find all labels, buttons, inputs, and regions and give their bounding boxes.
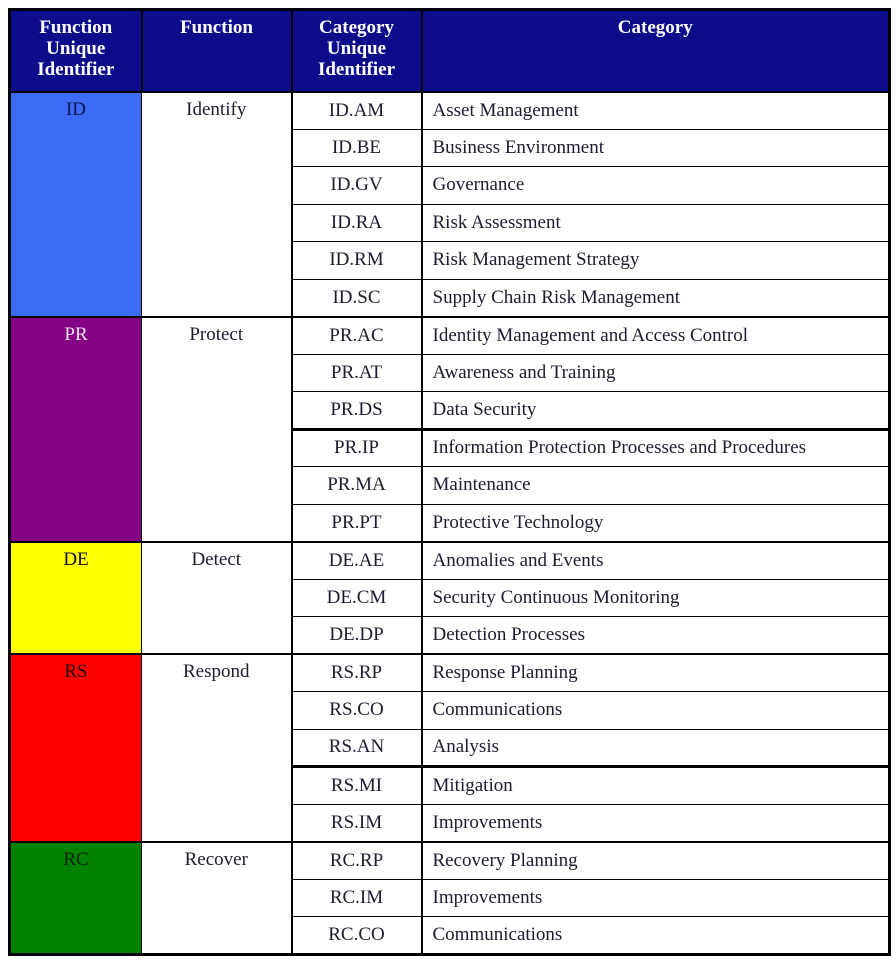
table-row: RS.IM Improvements (10, 803, 890, 842)
table-row: DE Detect DE.AE Anomalies and Events (8, 540, 890, 655)
category-name-cell: Maintenance (421, 466, 890, 505)
function-name-cell: Detect (141, 540, 293, 655)
category-id-cell: RC.RP (290, 840, 423, 880)
category-id-cell: PR.MA (290, 466, 423, 505)
table-row: DE.DP Detection Processes (10, 616, 890, 655)
category-name-cell: Mitigation (421, 765, 890, 805)
function-name-cell: Protect (141, 315, 293, 542)
function-id-cell: PR (8, 315, 142, 542)
function-name-cell: Respond (141, 653, 293, 842)
function-id-cell: DE (8, 540, 142, 655)
category-id-cell: PR.AT (290, 353, 423, 392)
category-name-cell: Information Protection Processes and Pro… (421, 427, 890, 467)
category-id-cell: RS.MI (290, 765, 423, 805)
category-name-cell: Analysis (421, 728, 890, 767)
category-id-cell: RC.CO (290, 916, 423, 955)
table-row: DE.CM Security Continuous Monitoring (10, 578, 890, 617)
category-id-cell: ID.RA (290, 203, 423, 242)
table-row: RS.CO Communications (10, 691, 890, 730)
category-name-cell: Business Environment (421, 128, 890, 167)
category-name-cell: Protective Technology (421, 503, 890, 542)
category-name-cell: Risk Management Strategy (421, 241, 890, 280)
table-row: ID.GV Governance (10, 166, 890, 205)
category-id-cell: PR.IP (290, 427, 423, 467)
category-id-cell: PR.DS (290, 391, 423, 430)
function-id-cell: RS (8, 653, 142, 842)
category-name-cell: Asset Management (421, 90, 890, 130)
category-id-cell: ID.RM (290, 241, 423, 280)
category-id-cell: PR.PT (290, 503, 423, 542)
table-row: ID.BE Business Environment (10, 128, 890, 167)
category-name-cell: Response Planning (421, 653, 890, 692)
category-name-cell: Security Continuous Monitoring (421, 578, 890, 617)
category-id-cell: ID.BE (290, 128, 423, 167)
category-id-cell: RS.AN (290, 728, 423, 767)
table-row: PR.IP Information Protection Processes a… (10, 427, 890, 467)
category-id-cell: RS.IM (290, 803, 423, 842)
category-name-cell: Recovery Planning (421, 840, 890, 880)
table-row: RS.MI Mitigation (10, 765, 890, 805)
table-row: ID.SC Supply Chain Risk Management (10, 278, 890, 317)
header-row: Function Unique Identifier Function Cate… (8, 8, 891, 93)
table-row: ID.RM Risk Management Strategy (10, 241, 890, 280)
table-row: RC Recover RC.RP Recovery Planning (8, 840, 890, 955)
category-id-cell: RS.RP (290, 653, 423, 692)
category-name-cell: Communications (421, 916, 890, 955)
category-id-cell: RS.CO (290, 691, 423, 730)
category-name-cell: Supply Chain Risk Management (421, 278, 890, 317)
category-name-cell: Identity Management and Access Control (421, 315, 890, 355)
table-row: RC.IM Improvements (10, 878, 890, 917)
table-row: PR.AT Awareness and Training (10, 353, 890, 392)
category-id-cell: DE.DP (290, 616, 423, 655)
table-body: ID Identify ID.AM Asset Management ID.BE… (8, 90, 890, 955)
table-row: PR.PT Protective Technology (10, 503, 890, 542)
category-id-cell: DE.CM (290, 578, 423, 617)
table-row: PR.MA Maintenance (10, 466, 890, 505)
category-name-cell: Communications (421, 691, 890, 730)
table-row: RC.CO Communications (10, 916, 890, 955)
function-name-cell: Recover (141, 840, 293, 955)
function-id-cell: RC (8, 840, 142, 955)
category-id-cell: ID.SC (290, 278, 423, 317)
category-name-cell: Detection Processes (421, 616, 890, 655)
category-name-cell: Awareness and Training (421, 353, 890, 392)
nist-csf-functions-categories-table: Function Unique Identifier Function Cate… (8, 8, 891, 956)
category-name-cell: Anomalies and Events (421, 540, 890, 580)
category-id-cell: ID.GV (290, 166, 423, 205)
category-id-cell: RC.IM (290, 878, 423, 917)
function-id-cell: ID (8, 90, 142, 317)
category-name-cell: Governance (421, 166, 890, 205)
category-name-cell: Improvements (421, 803, 890, 842)
table-row: PR Protect PR.AC Identity Management and… (8, 315, 890, 542)
category-name-cell: Data Security (421, 391, 890, 430)
category-id-cell: DE.AE (290, 540, 423, 580)
header-cell-function-unique-identifier: Function Unique Identifier (8, 8, 143, 93)
category-name-cell: Risk Assessment (421, 203, 890, 242)
header-cell-function: Function (140, 8, 293, 93)
table-header: Function Unique Identifier Function Cate… (8, 8, 891, 93)
category-id-cell: PR.AC (290, 315, 423, 355)
table-row: PR.DS Data Security (10, 391, 890, 430)
function-name-cell: Identify (141, 90, 293, 317)
category-id-cell: ID.AM (290, 90, 423, 130)
header-cell-category-unique-identifier: Category Unique Identifier (290, 8, 423, 93)
header-cell-category: Category (420, 8, 891, 93)
table-row: RS Respond RS.RP Response Planning (8, 653, 890, 842)
category-name-cell: Improvements (421, 878, 890, 917)
table-row: ID.RA Risk Assessment (10, 203, 890, 242)
table-row: ID Identify ID.AM Asset Management (8, 90, 890, 317)
